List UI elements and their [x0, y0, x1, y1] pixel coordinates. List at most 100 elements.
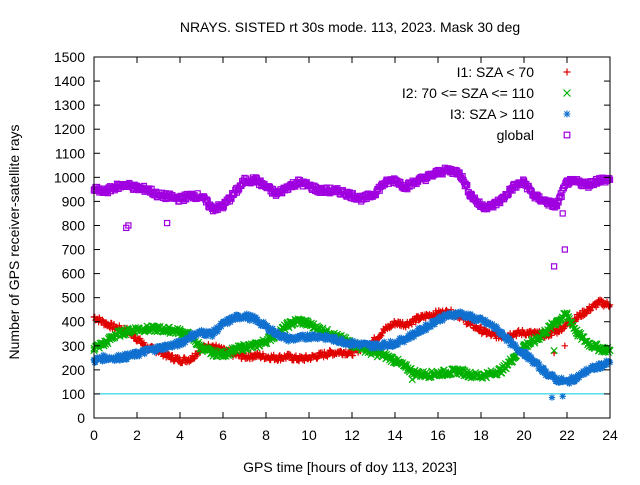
outlier-point [561, 246, 569, 253]
x-tick-label: 6 [219, 427, 227, 443]
data-point [281, 331, 289, 339]
data-point [262, 337, 270, 345]
data-point [467, 313, 474, 321]
data-point [111, 331, 120, 339]
data-point [230, 346, 238, 355]
data-point [338, 348, 345, 356]
data-point [327, 349, 334, 357]
y-tick-label: 300 [62, 338, 86, 354]
data-point [305, 182, 313, 189]
data-point [553, 374, 561, 381]
data-point [514, 345, 522, 353]
data-point [596, 363, 603, 370]
data-point [488, 203, 495, 210]
data-point [391, 319, 399, 327]
legend-marker-1 [563, 68, 571, 76]
data-point [348, 192, 356, 199]
data-point [316, 325, 324, 333]
data-point [410, 333, 418, 340]
data-point [402, 183, 409, 191]
data-point [112, 183, 119, 191]
data-point [520, 349, 528, 357]
data-point [364, 343, 372, 350]
series-2 [90, 309, 614, 384]
data-point [101, 354, 108, 362]
data-point [429, 317, 436, 325]
legend-label-1: I1: SZA < 70 [457, 64, 535, 80]
data-point [420, 325, 428, 333]
data-point [380, 351, 388, 360]
legend-label-3: I3: SZA > 110 [450, 106, 534, 122]
outlier-point [559, 210, 566, 217]
data-point [381, 341, 388, 348]
outlier-point [548, 394, 556, 401]
x-tick-label: 20 [516, 427, 532, 443]
legend-label-2: I2: 70 <= SZA <= 110 [402, 85, 534, 101]
data-point [246, 317, 254, 324]
data-point [596, 299, 603, 306]
data-point [230, 314, 237, 322]
data-point [273, 330, 280, 337]
data-point [144, 347, 151, 354]
data-point [423, 326, 430, 334]
data-point [316, 332, 323, 340]
data-point [512, 341, 519, 349]
data-point [295, 178, 302, 186]
data-point [394, 341, 402, 349]
data-point [408, 334, 416, 342]
data-point [284, 353, 291, 360]
data-point [596, 176, 603, 183]
data-point [589, 363, 597, 370]
data-point [159, 346, 167, 354]
data-point [424, 323, 431, 330]
data-point [406, 330, 413, 338]
data-point [316, 352, 323, 359]
data-point [370, 191, 377, 198]
data-point [541, 327, 550, 335]
data-point [542, 369, 549, 376]
chart-title: NRAYS. SISTED rt 30s mode. 113, 2023. Ma… [180, 19, 520, 35]
data-point [445, 368, 453, 376]
y-tick-label: 1100 [55, 145, 85, 161]
data-point [589, 304, 596, 311]
data-point [599, 364, 607, 371]
data-point [424, 174, 431, 181]
x-tick-label: 12 [344, 427, 360, 443]
data-point [218, 323, 225, 330]
data-point [553, 203, 560, 210]
data-point [171, 342, 178, 349]
data-point [338, 188, 345, 195]
data-point [283, 321, 292, 329]
data-point [209, 330, 216, 337]
data-point [122, 327, 130, 335]
y-axis-label: Number of GPS receiver-satellite rays [6, 125, 22, 360]
y-tick-label: 100 [62, 386, 86, 402]
data-point [176, 357, 184, 364]
data-point [359, 341, 366, 348]
data-point [133, 335, 141, 342]
data-point [112, 354, 119, 362]
data-point [585, 181, 592, 188]
data-point [173, 341, 181, 348]
data-point [387, 337, 394, 345]
data-point [510, 342, 517, 349]
data-point [165, 326, 173, 334]
data-point [241, 177, 248, 185]
x-tick-label: 0 [90, 427, 98, 443]
x-tick-label: 4 [176, 427, 184, 443]
data-point [115, 351, 122, 359]
data-point [576, 374, 583, 381]
y-tick-label: 400 [62, 314, 86, 330]
data-point [359, 195, 366, 203]
data-point [286, 336, 294, 344]
data-point [123, 353, 130, 360]
y-tick-label: 0 [77, 410, 85, 426]
data-point [563, 178, 571, 186]
data-point [140, 349, 148, 356]
data-point [606, 175, 613, 182]
data-point [413, 329, 420, 336]
legend-label-4: global [497, 127, 534, 143]
data-point [101, 339, 109, 348]
outlier-point [550, 263, 558, 270]
